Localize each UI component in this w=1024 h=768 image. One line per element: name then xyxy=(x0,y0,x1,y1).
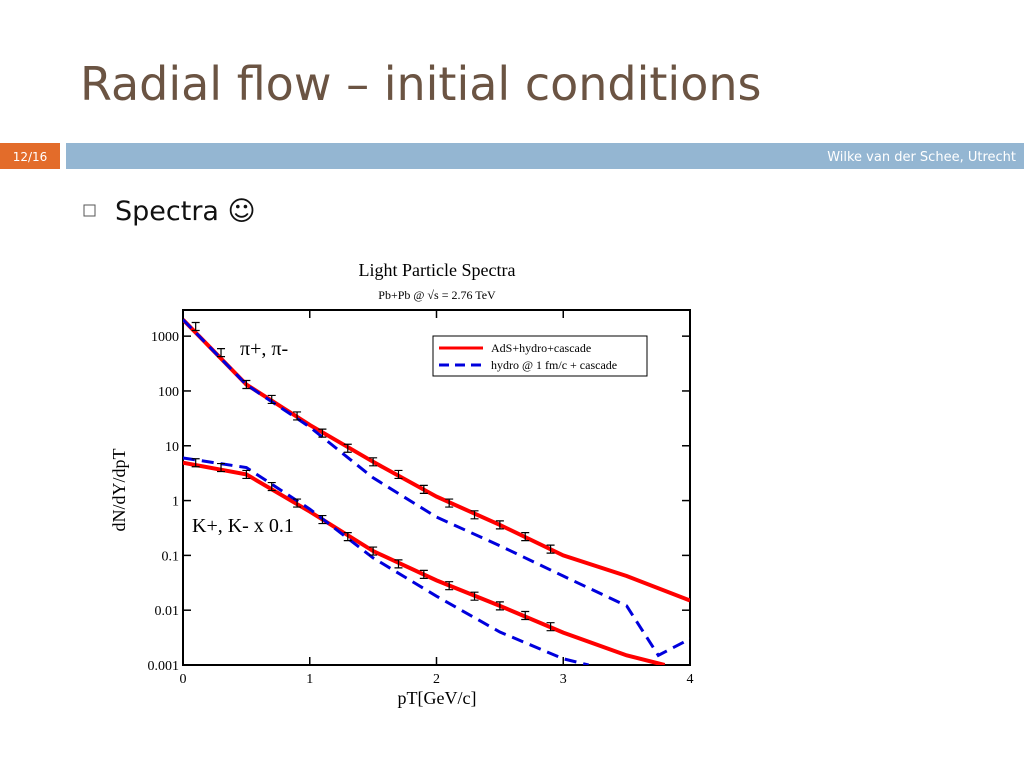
data-point xyxy=(293,411,302,421)
data-point xyxy=(318,514,327,525)
data-point xyxy=(191,458,200,468)
data-point xyxy=(217,462,226,473)
y-tick-label: 0.01 xyxy=(155,604,180,619)
slide-title: Radial flow – initial conditions xyxy=(80,57,761,111)
series-line xyxy=(183,460,666,665)
chart-subtitle: Pb+Pb @ √s = 2.76 TeV xyxy=(378,288,496,302)
data-point xyxy=(318,428,327,438)
chart-title: Light Particle Spectra xyxy=(359,260,516,280)
series-line xyxy=(183,318,690,658)
bullet-text: Spectra ☺ xyxy=(115,196,256,227)
footer: Wilke van der Schee, Utrecht xyxy=(827,150,1016,165)
data-point xyxy=(394,559,403,569)
number-box xyxy=(0,143,60,169)
annotation: π+, π- xyxy=(240,338,288,360)
data-point xyxy=(546,622,555,632)
y-tick-label: 0.001 xyxy=(148,659,180,674)
y-tick-label: 0.1 xyxy=(162,549,180,564)
data-point xyxy=(343,532,352,542)
data-point xyxy=(521,610,530,621)
data-point xyxy=(445,498,454,508)
data-point xyxy=(242,379,251,390)
data-point xyxy=(394,469,403,480)
data-point xyxy=(495,601,504,611)
header-bar xyxy=(66,143,1024,169)
x-tick-label: 4 xyxy=(687,672,694,687)
y-label: dN/dY/dpT xyxy=(109,449,129,532)
annotation: K+, K- x 0.1 xyxy=(192,515,294,537)
data-point xyxy=(495,520,504,530)
x-tick-label: 3 xyxy=(560,672,567,687)
legend-label: hydro @ 1 fm/c + cascade xyxy=(491,358,617,372)
data-point xyxy=(267,481,276,492)
data-point xyxy=(242,469,251,480)
data-point xyxy=(369,457,378,467)
bullet-box xyxy=(83,204,96,217)
x-tick-label: 0 xyxy=(180,672,187,687)
series-line xyxy=(183,456,589,665)
x-label: pT[GeV/c] xyxy=(398,688,477,708)
y-tick-label: 100 xyxy=(158,385,179,400)
legend-label: AdS+hydro+cascade xyxy=(491,341,591,355)
y-tick-label: 1000 xyxy=(151,330,179,345)
data-point xyxy=(419,569,428,579)
data-point xyxy=(521,532,530,542)
x-tick-label: 2 xyxy=(433,672,440,687)
data-point xyxy=(419,484,428,494)
data-point xyxy=(343,443,352,453)
y-tick-label: 1 xyxy=(172,495,179,510)
legend-box xyxy=(432,335,648,377)
data-point xyxy=(369,546,378,556)
data-point xyxy=(445,581,454,591)
data-point xyxy=(546,544,555,554)
data-point xyxy=(267,394,276,405)
slide-number: 12/16 xyxy=(13,150,48,164)
x-tick-label: 1 xyxy=(306,672,313,687)
data-point xyxy=(470,591,479,601)
data-point xyxy=(293,498,302,508)
data-point xyxy=(470,510,479,520)
data-point xyxy=(217,348,226,358)
y-tick-label: 10 xyxy=(165,440,179,455)
data-point xyxy=(191,321,200,332)
